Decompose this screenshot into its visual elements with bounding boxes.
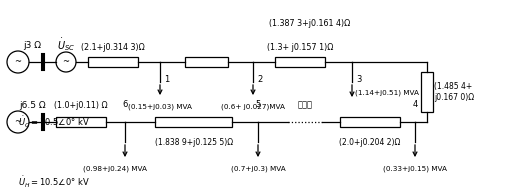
Bar <box>185 57 228 67</box>
Bar <box>56 117 106 127</box>
Text: j3 Ω: j3 Ω <box>23 40 41 50</box>
Text: 2: 2 <box>257 75 262 84</box>
Text: (1.3+ j0.157 1)Ω: (1.3+ j0.157 1)Ω <box>267 43 333 51</box>
Text: 3: 3 <box>356 75 361 84</box>
Text: (0.98+j0.24) MVA: (0.98+j0.24) MVA <box>83 165 147 172</box>
Bar <box>275 57 325 67</box>
Text: (0.33+j0.15) MVA: (0.33+j0.15) MVA <box>383 165 447 172</box>
Text: $\dot{U}_G=10.5\angle0°$ kV: $\dot{U}_G=10.5\angle0°$ kV <box>18 115 90 130</box>
Bar <box>421 72 433 112</box>
Text: (1.14+j0.51) MVA: (1.14+j0.51) MVA <box>355 90 419 97</box>
Text: ~: ~ <box>15 58 22 66</box>
Text: (1.387 3+j0.161 4)Ω: (1.387 3+j0.161 4)Ω <box>269 20 351 28</box>
Text: ~: ~ <box>62 58 69 66</box>
Text: (1.485 4+
j0.167 0)Ω: (1.485 4+ j0.167 0)Ω <box>434 82 474 102</box>
Bar <box>155 117 232 127</box>
Text: $\dot{U}_{SC}$: $\dot{U}_{SC}$ <box>57 36 75 53</box>
Text: 1: 1 <box>164 75 169 84</box>
Text: (0.7+j0.3) MVA: (0.7+j0.3) MVA <box>230 165 286 172</box>
Text: 6: 6 <box>122 100 128 109</box>
Text: (1.838 9+j0.125 5)Ω: (1.838 9+j0.125 5)Ω <box>155 138 233 147</box>
Text: j6.5 Ω: j6.5 Ω <box>19 101 45 109</box>
Text: (1.0+j0.11) Ω: (1.0+j0.11) Ω <box>54 101 108 109</box>
Text: 4: 4 <box>412 100 417 109</box>
Text: $\dot{U}_H=10.5\angle0°$ kV: $\dot{U}_H=10.5\angle0°$ kV <box>18 175 90 190</box>
Text: 合环点: 合环点 <box>298 100 312 109</box>
Bar <box>88 57 138 67</box>
Text: (0.6+ j0.027)MVA: (0.6+ j0.027)MVA <box>221 104 285 111</box>
Text: (2.1+j0.314 3)Ω: (2.1+j0.314 3)Ω <box>81 43 145 51</box>
Text: ~: ~ <box>15 117 22 127</box>
Text: (0.15+j0.03) MVA: (0.15+j0.03) MVA <box>128 104 192 111</box>
Text: 5: 5 <box>255 100 260 109</box>
Text: (2.0+j0.204 2)Ω: (2.0+j0.204 2)Ω <box>339 138 401 147</box>
Bar <box>340 117 400 127</box>
